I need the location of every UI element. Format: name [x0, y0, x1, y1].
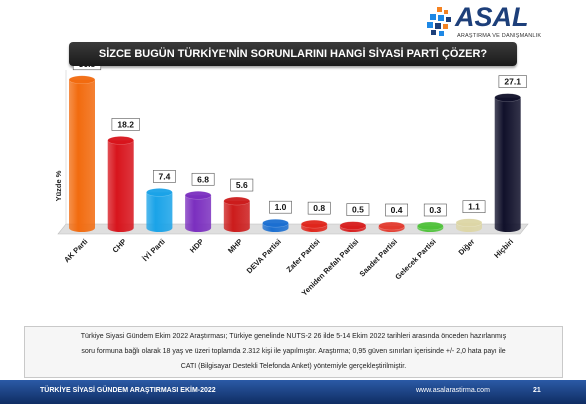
category-label: DEVA Partisi	[245, 237, 283, 275]
bar	[184, 191, 212, 232]
bar-body	[494, 97, 521, 232]
y-axis-label: Yüzde %	[54, 170, 63, 201]
category-label: MHP	[226, 237, 244, 255]
bar-chart: 30.818.27.46.85.61.00.80.50.40.31.127.1 …	[54, 66, 529, 298]
category-label: İYİ Parti	[141, 237, 167, 263]
bar	[417, 221, 444, 232]
value-label-box	[346, 203, 370, 216]
page-title: SİZCE BUGÜN TÜRKİYE'NİN SORUNLARINI HANG…	[69, 42, 517, 66]
category-label: HDP	[188, 237, 206, 255]
category-label: Hiçbiri	[492, 237, 515, 260]
note-line-1: Türkiye Siyasi Gündem Ekim 2022 Araştırm…	[80, 333, 507, 340]
value-label-text: 0.5	[352, 205, 364, 215]
bar-top	[300, 219, 328, 229]
category-label: Gelecek Partisi	[393, 237, 437, 281]
asal-logo: ASAL ARAŞTIRMA VE DANIŞMANLIK	[425, 2, 555, 45]
bar-top	[68, 75, 96, 85]
value-label: 0.4	[385, 203, 409, 217]
bar	[455, 218, 483, 232]
chart-floor	[57, 223, 529, 235]
bar-top	[146, 188, 173, 197]
bar	[494, 93, 521, 232]
value-label-box	[462, 200, 486, 214]
bar-top	[107, 136, 134, 145]
page-number: 21	[533, 387, 541, 394]
bar-body	[69, 79, 95, 233]
note-line-3: CATI (Bilgisayar Destekli Telefonda Anke…	[180, 363, 407, 370]
methodology-note: Türkiye Siyasi Gündem Ekim 2022 Araştırm…	[24, 326, 563, 378]
value-label: 27.1	[498, 75, 527, 88]
value-label: 0.8	[307, 201, 331, 215]
bar	[68, 75, 96, 233]
category-label: CHP	[111, 237, 129, 255]
value-label-text: 1.1	[468, 202, 480, 212]
bar-body	[185, 195, 212, 232]
value-label-box	[72, 66, 102, 71]
value-label-box	[269, 200, 292, 214]
category-label: AK Parti	[62, 237, 89, 264]
value-label-box	[111, 118, 140, 131]
bar-top	[455, 218, 483, 227]
bar	[300, 219, 328, 232]
value-label-text: 27.1	[504, 77, 521, 87]
value-label: 18.2	[111, 118, 140, 131]
bar	[146, 188, 173, 232]
bar-body	[146, 192, 173, 232]
value-label: 7.4	[153, 170, 176, 183]
bar	[378, 221, 405, 232]
value-label: 1.0	[269, 200, 292, 214]
bar-top	[223, 196, 251, 206]
bar-top	[184, 191, 212, 200]
value-label-box	[153, 170, 176, 183]
value-label-box	[385, 203, 409, 217]
bar-body	[223, 201, 250, 232]
value-label-box	[307, 201, 331, 215]
footer-bar: TÜRKİYE SİYASİ GÜNDEM ARAŞTIRMASI EKİM-2…	[0, 380, 586, 404]
bar-top	[378, 221, 405, 231]
value-label-text: 0.8	[313, 203, 325, 213]
bar	[262, 218, 289, 232]
value-label-text: 18.2	[117, 119, 134, 129]
logo-subtitle: ARAŞTIRMA VE DANIŞMANLIK	[457, 33, 542, 39]
value-label: 0.3	[423, 203, 447, 217]
value-label: 1.1	[462, 200, 486, 214]
bar-top	[417, 221, 444, 231]
value-label-box	[230, 178, 254, 192]
bar	[223, 196, 251, 232]
value-label-text: 30.8	[79, 66, 96, 69]
value-label-box	[423, 203, 447, 217]
value-label-text: 7.4	[158, 171, 170, 181]
value-label-text: 5.6	[236, 180, 248, 190]
value-label-text: 0.3	[429, 205, 441, 215]
bar-body	[107, 140, 134, 232]
value-label: 0.5	[346, 203, 370, 216]
footer-title: TÜRKİYE SİYASİ GÜNDEM ARAŞTIRMASI EKİM-2…	[40, 387, 216, 394]
category-label: Saadet Partisi	[358, 237, 399, 278]
bar-top	[262, 218, 289, 228]
logo-mark-icon	[427, 7, 451, 36]
bar-top	[494, 93, 521, 102]
bar-top	[339, 221, 367, 230]
footer-url[interactable]: www.asalarastirma.com	[416, 387, 490, 394]
value-label: 5.6	[230, 178, 254, 192]
value-label-text: 6.8	[197, 174, 209, 184]
value-label-text: 0.4	[391, 205, 403, 215]
bar	[339, 221, 367, 232]
category-label: Zafer Partisi	[285, 237, 322, 274]
category-label: Diğer	[456, 237, 476, 257]
bar	[107, 136, 134, 232]
value-label: 30.8	[72, 66, 102, 71]
value-label-box	[191, 172, 215, 186]
note-line-2: soru formuna bağlı olarak 18 yaş ve üzer…	[81, 348, 506, 355]
value-label-text: 1.0	[275, 202, 287, 212]
logo-name: ASAL	[455, 2, 529, 32]
value-label-box	[498, 75, 527, 88]
value-label: 6.8	[191, 172, 215, 186]
